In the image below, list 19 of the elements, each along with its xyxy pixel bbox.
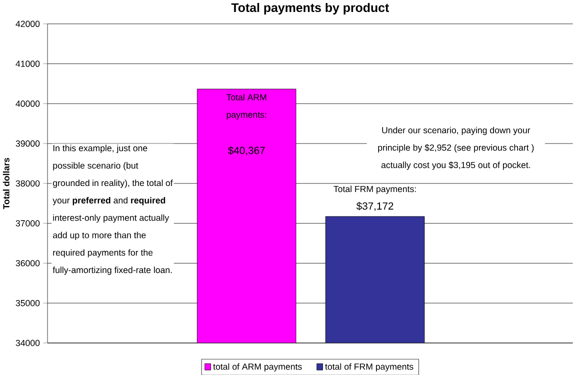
- y-tick-label: 35000: [16, 300, 40, 306]
- y-tick-label: 34000: [16, 340, 40, 346]
- y-tick-label: 36000: [16, 260, 40, 266]
- y-tick-label: 40000: [16, 100, 40, 107]
- y-axis-title: Total dollars: [2, 158, 10, 210]
- text: In this example, just one possible scenario (but grounded in reality), the total of your preferred and required interest-only payment actually add up to more than the required payments for the fully-amortizing fixed-rate loan.: [52, 144, 173, 275]
- y-tick-label: 39000: [16, 140, 40, 146]
- annotation: Total FRM payments:: [334, 185, 416, 194]
- y-tick-label: 41000: [16, 60, 40, 67]
- legend-label: total of FRM payments: [325, 363, 414, 372]
- data-label: $37,172: [356, 202, 394, 211]
- text: Total ARM payments:: [226, 94, 266, 120]
- y-tick-label: 38000: [16, 180, 40, 186]
- chart-title: Total payments by product: [231, 2, 389, 14]
- data-label: $40,367: [228, 146, 265, 156]
- annotation: Under our scenario, paying down your principle by $2,952 (see previous chart ) actually cost you $3,195 out of pocket.: [378, 126, 534, 170]
- legend-label: total of ARM payments: [213, 363, 302, 372]
- y-tick-label: 37000: [16, 220, 40, 226]
- y-tick-label: 42000: [16, 20, 40, 27]
